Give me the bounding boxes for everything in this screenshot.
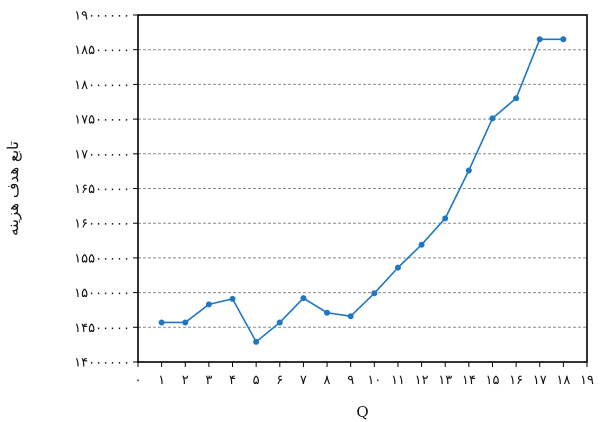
y-tick-label: ۱۸۵۰۰۰۰۰ bbox=[74, 43, 130, 58]
y-tick-label: ۱۷۵۰۰۰۰۰ bbox=[74, 113, 130, 128]
x-tick-label: ۱۶ bbox=[509, 373, 523, 388]
data-point bbox=[324, 309, 331, 316]
y-tick-label: ۱۶۵۰۰۰۰۰ bbox=[74, 182, 130, 197]
y-tick-label: ۱۵۵۰۰۰۰۰ bbox=[74, 251, 130, 266]
data-point bbox=[371, 290, 378, 297]
x-axis-title: Q bbox=[356, 403, 368, 421]
data-point bbox=[300, 295, 307, 302]
x-tick-label: ۵ bbox=[253, 373, 260, 388]
x-tick-label: ۱۰ bbox=[367, 373, 381, 388]
x-tick-label: ۹ bbox=[347, 373, 354, 388]
x-tick-label: ۷ bbox=[300, 373, 307, 388]
x-tick-label: ۳ bbox=[205, 373, 212, 388]
series-layer bbox=[158, 36, 567, 345]
series-line bbox=[161, 38, 564, 343]
x-tick-label: ۴ bbox=[229, 373, 236, 388]
y-axis-title: تابع هدف هزینه bbox=[4, 141, 22, 236]
data-point bbox=[276, 319, 283, 326]
y-tick-label: ۱۹۰۰۰۰۰۰ bbox=[74, 9, 130, 24]
x-axis: ۰ ۱ ۲ ۳ ۴ ۵ ۶ ۷ ۸ ۹ ۱۰ ۱۱ ۱۲ ۱۳ ۱۴ ۱۵ ۱۶ ۱۷ ۱۸ ۱۹ bbox=[135, 362, 594, 388]
y-tick-label: ۱۵۰۰۰۰۰۰ bbox=[74, 286, 130, 301]
y-tick-label: ۱۶۰۰۰۰۰۰ bbox=[74, 217, 130, 232]
data-point bbox=[418, 241, 425, 248]
data-point bbox=[253, 338, 260, 345]
data-point bbox=[205, 301, 212, 308]
data-point bbox=[465, 167, 472, 174]
x-tick-label: ۱۹ bbox=[580, 373, 594, 388]
x-tick-label: ۱۴ bbox=[462, 373, 476, 388]
data-point bbox=[442, 215, 449, 222]
x-tick-label: ۸ bbox=[324, 373, 331, 388]
y-tick-label: ۱۴۵۰۰۰۰۰ bbox=[74, 321, 130, 336]
x-tick-label: ۶ bbox=[276, 373, 283, 388]
y-tick-label: ۱۸۰۰۰۰۰۰ bbox=[74, 78, 130, 93]
data-point bbox=[489, 115, 496, 122]
x-tick-label: ۱ bbox=[158, 373, 165, 388]
data-point bbox=[347, 313, 354, 320]
data-point bbox=[536, 36, 543, 43]
x-tick-label: ۲ bbox=[182, 373, 189, 388]
x-tick-label: ۱۷ bbox=[533, 373, 547, 388]
data-point bbox=[513, 95, 520, 102]
y-axis: ۱۴۰۰۰۰۰۰ ۱۴۵۰۰۰۰۰ ۱۵۰۰۰۰۰۰ ۱۵۵۰۰۰۰۰ ۱۶۰۰۰۰۰۰… bbox=[74, 9, 138, 371]
x-tick-label: ۱۲ bbox=[415, 373, 429, 388]
x-tick-label: ۱۱ bbox=[391, 373, 405, 388]
y-tick-label: ۱۴۰۰۰۰۰۰ bbox=[74, 356, 130, 371]
x-tick-label: ۱۸ bbox=[556, 373, 570, 388]
x-tick-label: ۱۳ bbox=[438, 373, 452, 388]
data-point bbox=[229, 295, 236, 302]
x-tick-label: ۰ bbox=[135, 373, 142, 388]
data-point bbox=[158, 319, 165, 326]
data-point bbox=[560, 36, 567, 43]
y-tick-label: ۱۷۰۰۰۰۰۰ bbox=[74, 147, 130, 162]
data-point bbox=[394, 264, 401, 271]
data-point bbox=[182, 319, 189, 326]
x-tick-label: ۱۵ bbox=[485, 373, 499, 388]
